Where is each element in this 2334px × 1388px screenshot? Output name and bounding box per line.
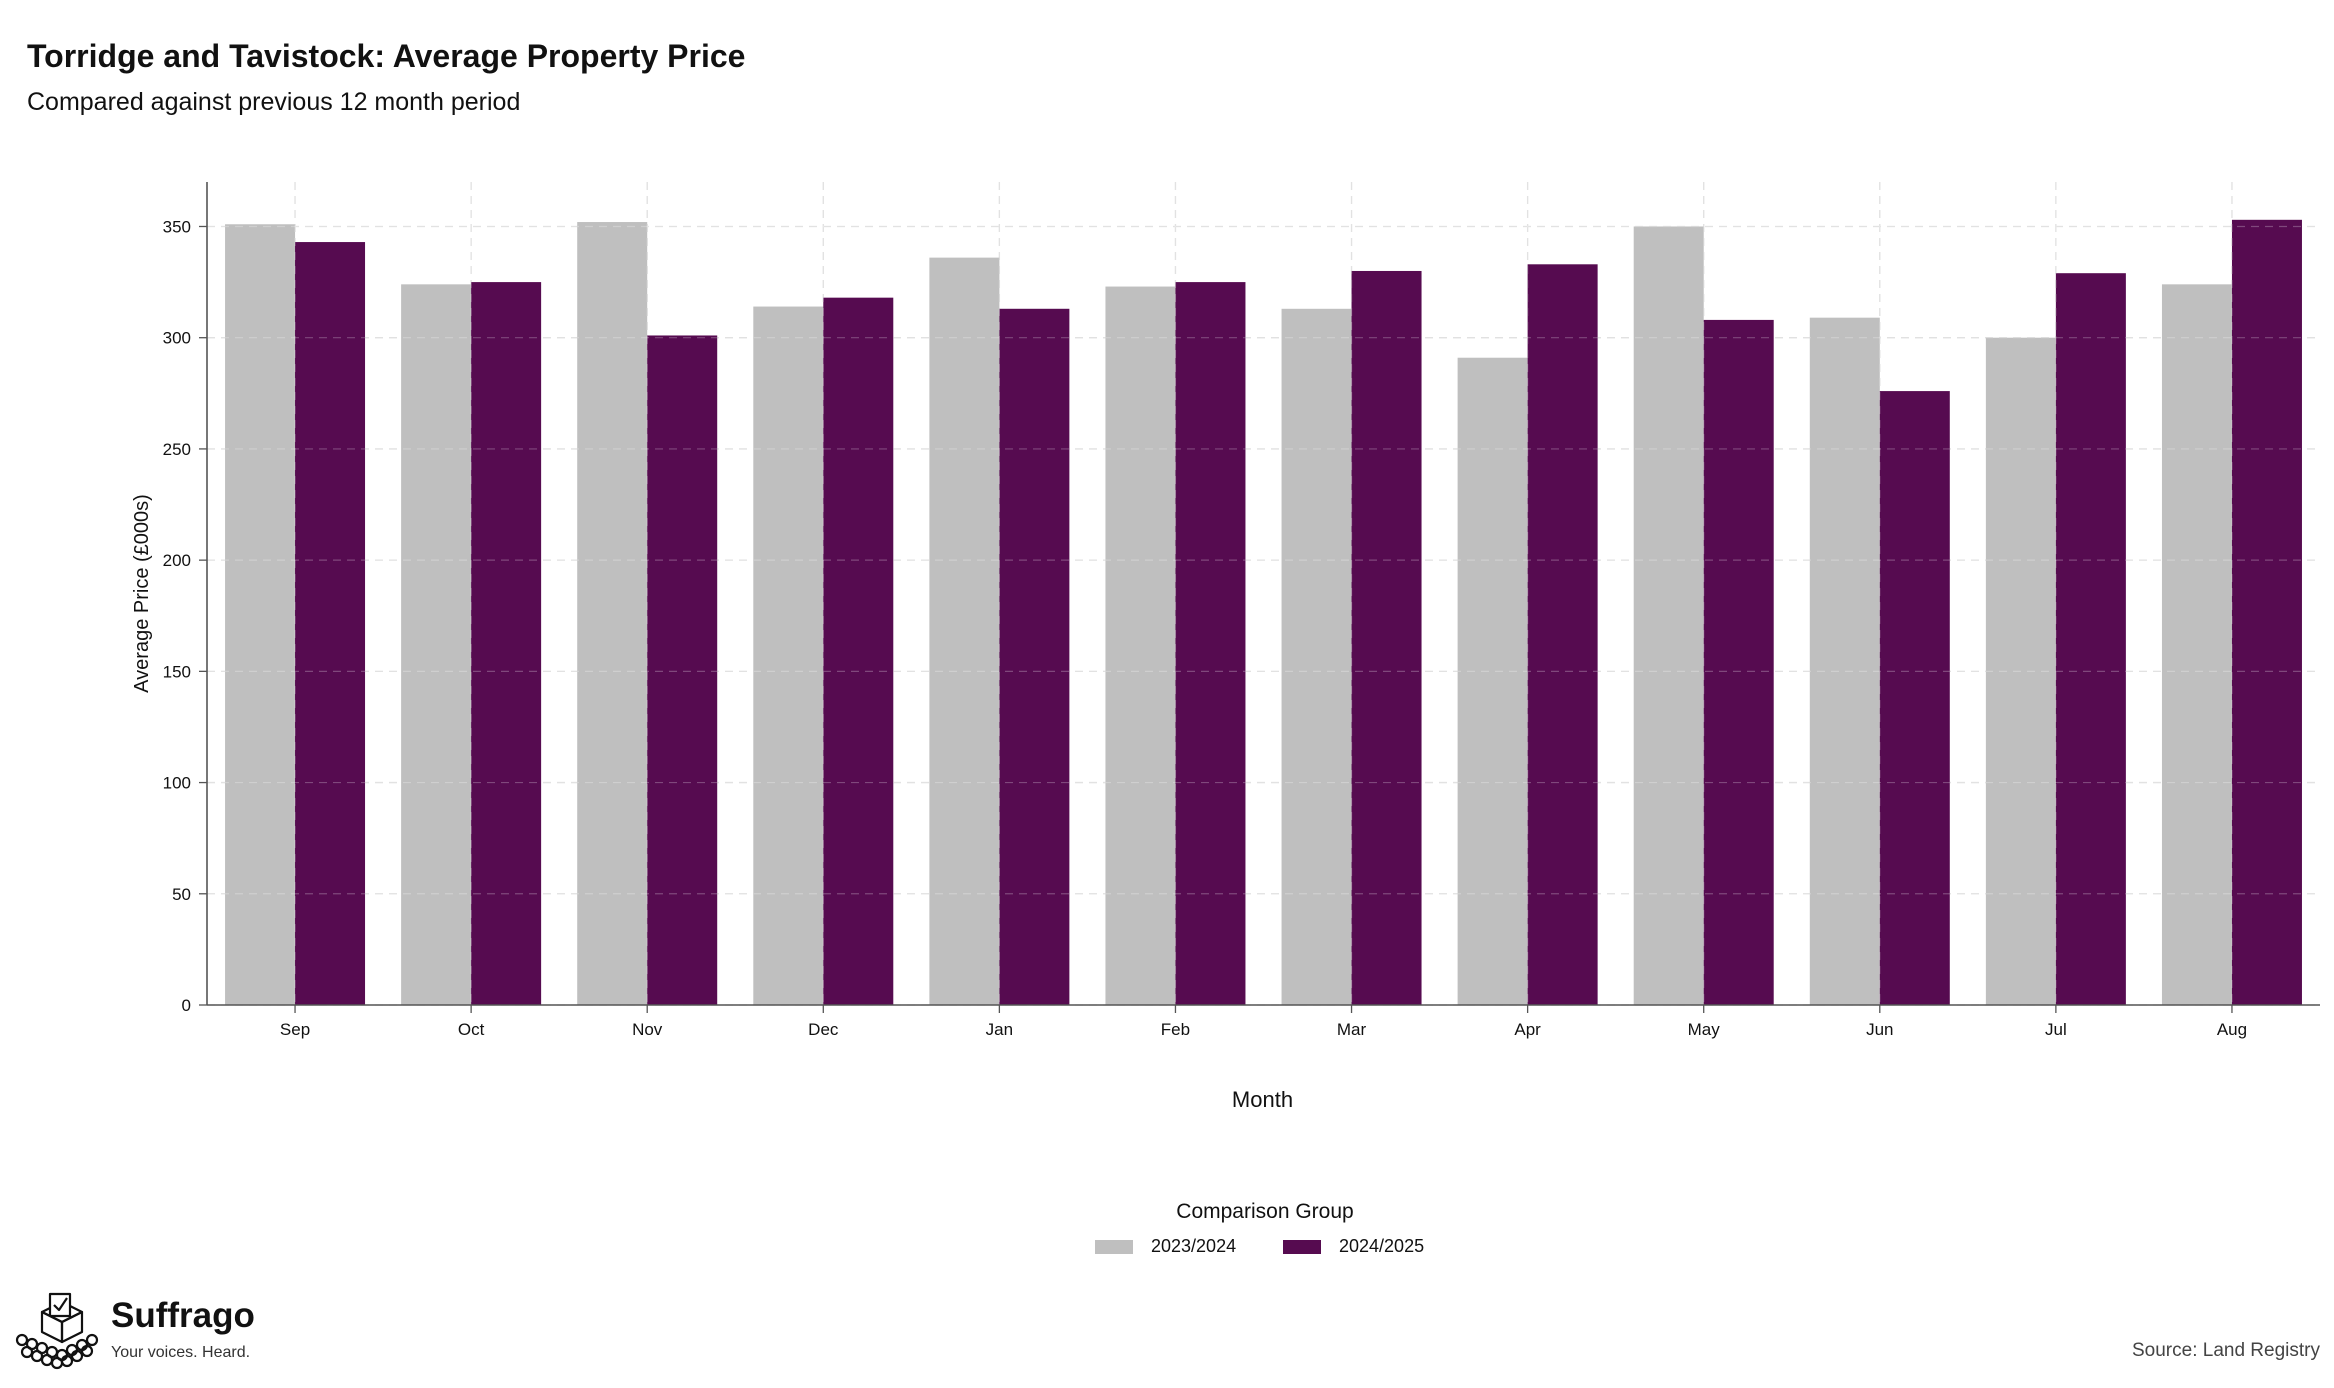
x-tick-label: Jul — [2045, 1020, 2067, 1039]
bar-2023-2024-feb — [1105, 286, 1176, 1006]
bar-2024-2025-dec — [823, 297, 894, 1005]
logo-name: Suffrago — [111, 1296, 255, 1335]
y-tick-label: 100 — [163, 774, 191, 793]
y-tick-label: 150 — [163, 662, 191, 681]
bar-chart: 0 50 100 150 200 250 300 350 Sep Oct Nov Dec Jan Feb M… — [131, 182, 2320, 1112]
legend-swatch-2023-2024 — [1095, 1239, 1133, 1254]
bar-2023-2024-dec — [753, 306, 824, 1006]
bar-2024-2025-mar — [1351, 270, 1422, 1005]
bar-2023-2024-sep — [225, 224, 296, 1006]
y-axis-title: Average Price (£000s) — [131, 494, 153, 693]
bar-2023-2024-mar — [1281, 308, 1352, 1005]
x-tick-label: Jan — [986, 1020, 1013, 1039]
bar-2023-2024-jan — [929, 257, 1000, 1005]
bar-2023-2024-aug — [2161, 284, 2232, 1005]
x-tick-label: Jun — [1866, 1020, 1893, 1039]
y-tick-label: 200 — [163, 551, 191, 570]
x-axis-title: Month — [1232, 1087, 1293, 1112]
logo-tagline: Your voices. Heard. — [111, 1344, 251, 1361]
x-tick-label: Mar — [1337, 1020, 1367, 1039]
bar-2024-2025-may — [1703, 319, 1774, 1006]
chart-title: Torridge and Tavistock: Average Property… — [27, 38, 746, 74]
bar-2023-2024-jun — [1809, 317, 1880, 1005]
bar-2024-2025-apr — [1527, 264, 1598, 1005]
x-tick-label: Apr — [1514, 1020, 1541, 1039]
bar-2023-2024-oct — [401, 284, 472, 1005]
x-tick-label: Aug — [2217, 1020, 2247, 1039]
y-tick-label: 300 — [163, 329, 191, 348]
chart-subtitle: Compared against previous 12 month perio… — [27, 88, 521, 116]
source-note: Source: Land Registry — [2132, 1340, 2320, 1361]
y-tick-label: 50 — [172, 885, 191, 904]
bar-2024-2025-aug — [2231, 219, 2302, 1006]
x-tick-label: Sep — [280, 1020, 310, 1039]
legend-item-2024-2025: 2024/2025 — [1283, 1236, 1424, 1257]
bar-2024-2025-jan — [999, 308, 1070, 1005]
bar-2024-2025-jun — [1879, 391, 1950, 1005]
bar-2024-2025-nov — [647, 335, 718, 1005]
bar-2023-2024-nov — [577, 222, 648, 1005]
legend-title: Comparison Group — [1176, 1200, 1354, 1223]
y-tick-label: 350 — [163, 217, 191, 236]
bar-2023-2024-apr — [1457, 357, 1528, 1005]
bar-2024-2025-sep — [295, 242, 366, 1005]
y-tick-label: 0 — [182, 996, 191, 1015]
bar-2024-2025-jul — [2055, 273, 2126, 1006]
bar-2024-2025-feb — [1175, 282, 1246, 1005]
x-tick-label: May — [1688, 1020, 1721, 1039]
legend-swatch-2024-2025 — [1283, 1239, 1321, 1254]
bar-2023-2024-jul — [1985, 337, 2056, 1005]
legend-item-2023-2024: 2023/2024 — [1095, 1236, 1236, 1257]
x-tick-label: Feb — [1161, 1020, 1190, 1039]
x-tick-label: Nov — [632, 1020, 663, 1039]
legend-label: 2023/2024 — [1151, 1236, 1237, 1256]
x-tick-label: Dec — [808, 1020, 839, 1039]
x-tick-label: Oct — [458, 1020, 485, 1039]
bar-2024-2025-oct — [471, 282, 542, 1005]
y-tick-label: 250 — [163, 440, 191, 459]
ballot-box-logo-icon — [15, 1292, 99, 1370]
bar-2023-2024-may — [1633, 226, 1704, 1006]
legend-label: 2024/2025 — [1339, 1236, 1425, 1256]
